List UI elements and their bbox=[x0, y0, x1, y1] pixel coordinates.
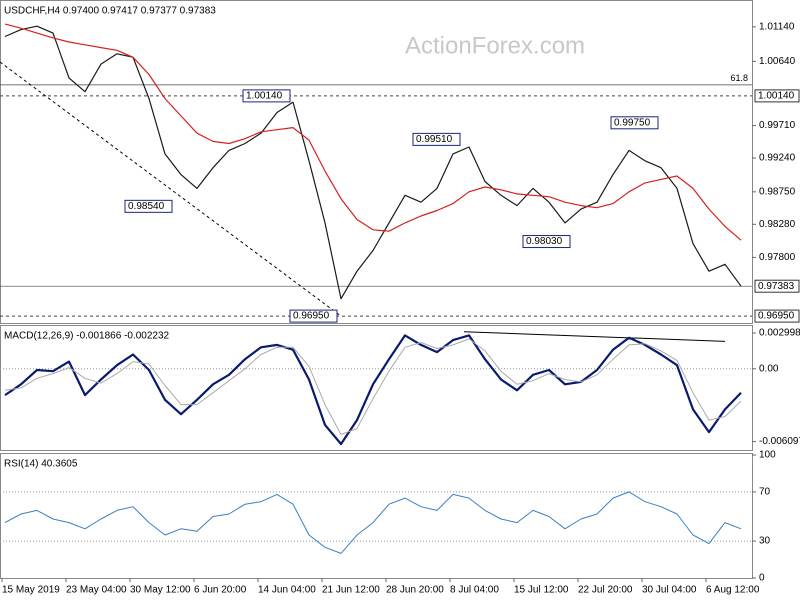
series-line bbox=[4, 25, 742, 300]
x-tick-label: 30 Jul 04:00 bbox=[642, 585, 697, 596]
annotation-label: 0.99750 bbox=[614, 117, 651, 128]
panel-frame bbox=[0, 453, 753, 579]
annotation-box bbox=[610, 116, 659, 130]
annotation-label: 0.98540 bbox=[128, 201, 165, 212]
annotation-box bbox=[412, 132, 461, 146]
y-tick-label: 0.99710 bbox=[759, 120, 796, 131]
annotation-box bbox=[289, 309, 338, 323]
x-tick-label: 15 May 2019 bbox=[2, 585, 60, 596]
x-tick-label: 6 Jun 20:00 bbox=[194, 585, 247, 596]
panel-frame bbox=[0, 0, 753, 324]
series-line bbox=[4, 338, 742, 435]
y-tick-label: 30 bbox=[759, 536, 771, 547]
level-label-box bbox=[754, 309, 800, 323]
panel-title: USDCHF,H4 0.97400 0.97417 0.97377 0.9738… bbox=[4, 6, 216, 17]
x-tick-label: 22 Jul 20:00 bbox=[578, 585, 633, 596]
y-tick-label: 1.01140 bbox=[759, 21, 795, 32]
annotation-box bbox=[522, 235, 571, 249]
panel-frame bbox=[0, 325, 753, 451]
y-tick-label: 0.00 bbox=[759, 363, 779, 374]
annotation-label: 1.00140 bbox=[246, 91, 283, 102]
y-tick-label: 100 bbox=[759, 450, 776, 461]
annotation: 0.99750 bbox=[610, 116, 659, 130]
annotation-label: 0.96950 bbox=[293, 311, 330, 322]
watermark: ActionForex.com bbox=[405, 32, 585, 59]
x-tick-label: 21 Jun 12:00 bbox=[322, 585, 380, 596]
y-tick-label: 0.98750 bbox=[759, 186, 796, 197]
panel-title: RSI(14) 40.3605 bbox=[4, 459, 78, 470]
x-tick-label: 30 May 12:00 bbox=[130, 585, 191, 596]
level-label: 0.97383 bbox=[758, 281, 795, 292]
level-label: 61.8 bbox=[730, 73, 748, 83]
level-label: 1.00140 bbox=[758, 91, 795, 102]
y-tick-label: 70 bbox=[759, 487, 771, 498]
annotation-box bbox=[124, 199, 173, 213]
level-label: 0.96950 bbox=[758, 311, 795, 322]
annotation: 0.98030 bbox=[522, 235, 571, 249]
x-tick-label: 23 May 04:00 bbox=[66, 585, 127, 596]
annotation-box bbox=[242, 89, 291, 103]
y-tick-label: 0.002998 bbox=[759, 328, 800, 339]
x-tick-label: 8 Jul 04:00 bbox=[450, 585, 499, 596]
y-tick-label: 0.97800 bbox=[759, 252, 796, 263]
annotation-label: 0.99510 bbox=[416, 134, 453, 145]
x-tick-label: 6 Aug 12:00 bbox=[706, 585, 760, 596]
annotation: 0.98540 bbox=[124, 199, 173, 213]
panel-title: MACD(12,26,9) -0.001866 -0.002232 bbox=[4, 331, 170, 342]
x-tick-label: 28 Jun 20:00 bbox=[386, 585, 444, 596]
level-label-box bbox=[754, 279, 800, 293]
level-label-box bbox=[754, 89, 800, 103]
x-tick-label: 15 Jul 12:00 bbox=[514, 585, 569, 596]
y-tick-label: 0.98280 bbox=[759, 219, 796, 230]
series-line bbox=[4, 491, 742, 554]
y-tick-label: -0.006097 bbox=[759, 436, 800, 447]
trend-line bbox=[0, 61, 342, 317]
annotation: 0.96950 bbox=[289, 309, 338, 323]
annotation-label: 0.98030 bbox=[526, 236, 563, 247]
y-tick-label: 1.00640 bbox=[759, 56, 796, 67]
y-tick-label: 0.99240 bbox=[759, 153, 796, 164]
trend-line bbox=[463, 331, 726, 342]
series-line bbox=[4, 23, 742, 241]
y-tick-label: 0 bbox=[759, 573, 765, 584]
annotation: 1.00140 bbox=[242, 89, 291, 103]
x-tick-label: 14 Jun 04:00 bbox=[258, 585, 316, 596]
annotation: 0.99510 bbox=[412, 132, 461, 146]
series-line bbox=[4, 334, 742, 446]
